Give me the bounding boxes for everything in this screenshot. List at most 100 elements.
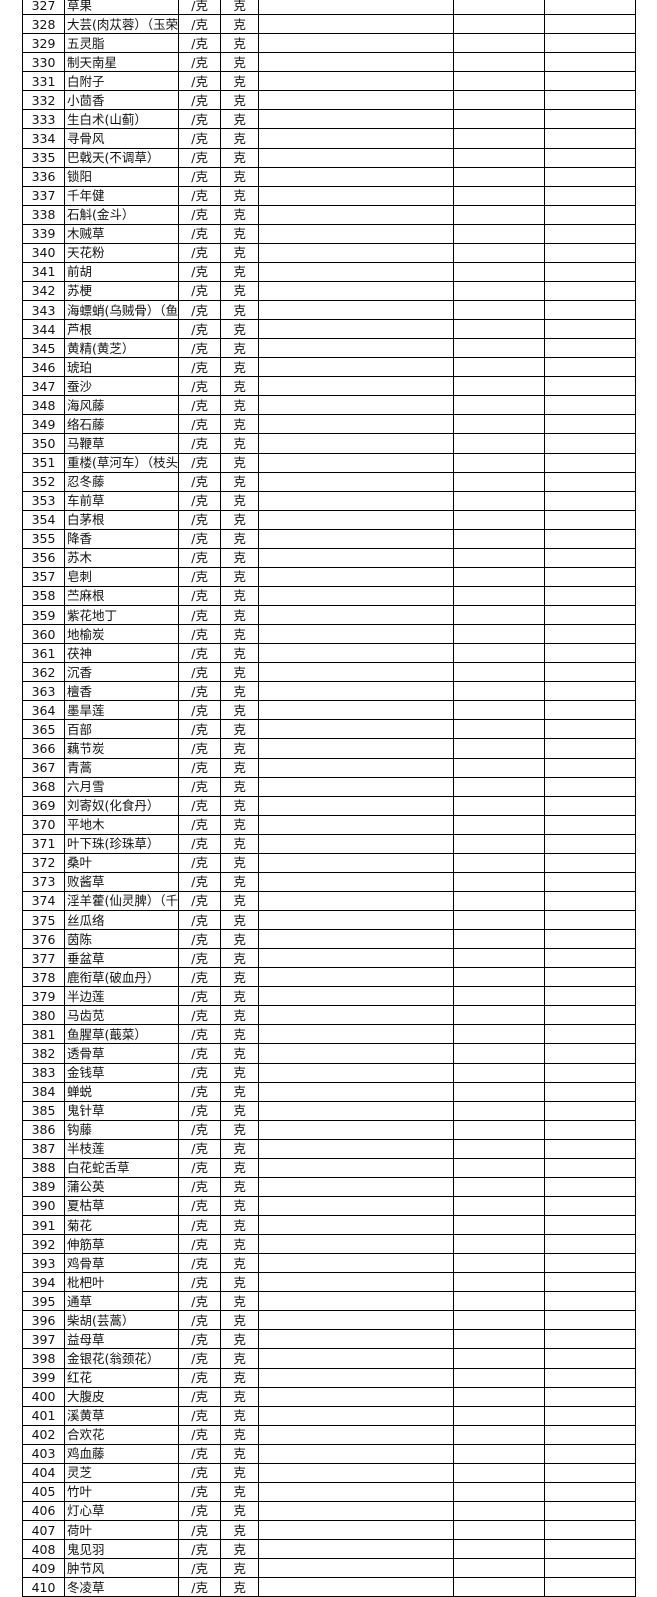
- unit-price-cell[interactable]: /克: [178, 662, 222, 683]
- empty-cell[interactable]: [544, 1253, 637, 1274]
- row-number[interactable]: 336: [22, 166, 65, 187]
- empty-cell[interactable]: [258, 795, 455, 816]
- empty-cell[interactable]: [258, 1234, 455, 1255]
- row-number[interactable]: 343: [22, 299, 65, 321]
- herb-name[interactable]: 芦根: [63, 319, 180, 340]
- empty-cell[interactable]: [544, 528, 637, 549]
- empty-cell[interactable]: [453, 700, 546, 721]
- empty-cell[interactable]: [453, 433, 546, 454]
- unit-cell[interactable]: 克: [220, 1119, 260, 1140]
- row-number[interactable]: 378: [22, 967, 65, 988]
- empty-cell[interactable]: [544, 261, 637, 282]
- empty-cell[interactable]: [544, 1195, 637, 1217]
- unit-price-cell[interactable]: /克: [178, 414, 222, 435]
- herb-name[interactable]: 菊花: [63, 1214, 180, 1236]
- unit-price-cell[interactable]: /克: [178, 1157, 222, 1178]
- empty-cell[interactable]: [544, 566, 637, 587]
- empty-cell[interactable]: [453, 1176, 546, 1197]
- empty-cell[interactable]: [258, 1119, 455, 1140]
- herb-name[interactable]: 半枝莲: [63, 1138, 180, 1159]
- row-number[interactable]: 388: [22, 1157, 65, 1178]
- unit-cell[interactable]: 克: [220, 566, 260, 587]
- empty-cell[interactable]: [453, 299, 546, 321]
- empty-cell[interactable]: [258, 1272, 455, 1293]
- unit-price-cell[interactable]: /克: [178, 147, 222, 168]
- empty-cell[interactable]: [453, 376, 546, 397]
- empty-cell[interactable]: [258, 1386, 455, 1407]
- herb-name[interactable]: 锁阳: [63, 166, 180, 187]
- empty-cell[interactable]: [544, 1005, 637, 1026]
- herb-name[interactable]: 墨旱莲: [63, 700, 180, 721]
- unit-cell[interactable]: 克: [220, 109, 260, 130]
- unit-cell[interactable]: 克: [220, 1310, 260, 1331]
- unit-price-cell[interactable]: /克: [178, 1138, 222, 1159]
- empty-cell[interactable]: [544, 52, 637, 73]
- unit-price-cell[interactable]: /克: [178, 1081, 222, 1102]
- empty-cell[interactable]: [258, 929, 455, 950]
- unit-cell[interactable]: 克: [220, 681, 260, 702]
- empty-cell[interactable]: [544, 929, 637, 950]
- unit-cell[interactable]: 克: [220, 528, 260, 549]
- herb-name[interactable]: 寻骨风: [63, 128, 180, 149]
- row-number[interactable]: 387: [22, 1138, 65, 1159]
- unit-price-cell[interactable]: /克: [178, 852, 222, 873]
- empty-cell[interactable]: [544, 604, 637, 626]
- unit-price-cell[interactable]: /克: [178, 223, 222, 244]
- row-number[interactable]: 398: [22, 1348, 65, 1369]
- herb-name[interactable]: 金钱草: [63, 1062, 180, 1083]
- unit-cell[interactable]: 克: [220, 871, 260, 892]
- empty-cell[interactable]: [453, 585, 546, 607]
- herb-name[interactable]: 平地木: [63, 814, 180, 835]
- row-number[interactable]: 368: [22, 776, 65, 797]
- empty-cell[interactable]: [544, 871, 637, 892]
- empty-cell[interactable]: [544, 1558, 637, 1579]
- unit-cell[interactable]: 克: [220, 242, 260, 263]
- herb-name[interactable]: 络石藤: [63, 414, 180, 435]
- row-number[interactable]: 406: [22, 1500, 65, 1522]
- row-number[interactable]: 348: [22, 395, 65, 416]
- empty-cell[interactable]: [453, 1024, 546, 1045]
- row-number[interactable]: 354: [22, 509, 65, 530]
- unit-cell[interactable]: 克: [220, 33, 260, 54]
- empty-cell[interactable]: [258, 490, 455, 511]
- empty-cell[interactable]: [453, 490, 546, 511]
- empty-cell[interactable]: [453, 242, 546, 263]
- herb-name[interactable]: 淫羊藿(仙灵脾）（千: [63, 890, 180, 912]
- empty-cell[interactable]: [453, 852, 546, 873]
- herb-name[interactable]: 降香: [63, 528, 180, 549]
- herb-name[interactable]: 白附子: [63, 71, 180, 92]
- empty-cell[interactable]: [544, 1138, 637, 1159]
- unit-price-cell[interactable]: /克: [178, 0, 222, 16]
- row-number[interactable]: 349: [22, 414, 65, 435]
- unit-price-cell[interactable]: /克: [178, 1329, 222, 1350]
- empty-cell[interactable]: [544, 1062, 637, 1083]
- unit-price-cell[interactable]: /克: [178, 299, 222, 321]
- empty-cell[interactable]: [258, 33, 455, 54]
- herb-name[interactable]: 肿节风: [63, 1558, 180, 1579]
- empty-cell[interactable]: [453, 776, 546, 797]
- empty-cell[interactable]: [544, 776, 637, 797]
- empty-cell[interactable]: [453, 71, 546, 92]
- empty-cell[interactable]: [258, 128, 455, 149]
- unit-cell[interactable]: 克: [220, 738, 260, 759]
- empty-cell[interactable]: [544, 643, 637, 664]
- unit-cell[interactable]: 克: [220, 1043, 260, 1064]
- row-number[interactable]: 361: [22, 643, 65, 664]
- empty-cell[interactable]: [258, 1195, 455, 1217]
- row-number[interactable]: 385: [22, 1100, 65, 1121]
- empty-cell[interactable]: [453, 1481, 546, 1502]
- row-number[interactable]: 405: [22, 1481, 65, 1502]
- herb-name[interactable]: 鸡骨草: [63, 1253, 180, 1274]
- unit-cell[interactable]: 克: [220, 0, 260, 16]
- herb-name[interactable]: 合欢花: [63, 1424, 180, 1445]
- unit-cell[interactable]: 克: [220, 1424, 260, 1445]
- empty-cell[interactable]: [258, 1157, 455, 1178]
- empty-cell[interactable]: [453, 280, 546, 302]
- herb-name[interactable]: 五灵脂: [63, 33, 180, 54]
- row-number[interactable]: 337: [22, 185, 65, 206]
- unit-price-cell[interactable]: /克: [178, 929, 222, 950]
- empty-cell[interactable]: [544, 1481, 637, 1502]
- row-number[interactable]: 328: [22, 14, 65, 35]
- unit-cell[interactable]: 克: [220, 452, 260, 473]
- unit-cell[interactable]: 克: [220, 986, 260, 1007]
